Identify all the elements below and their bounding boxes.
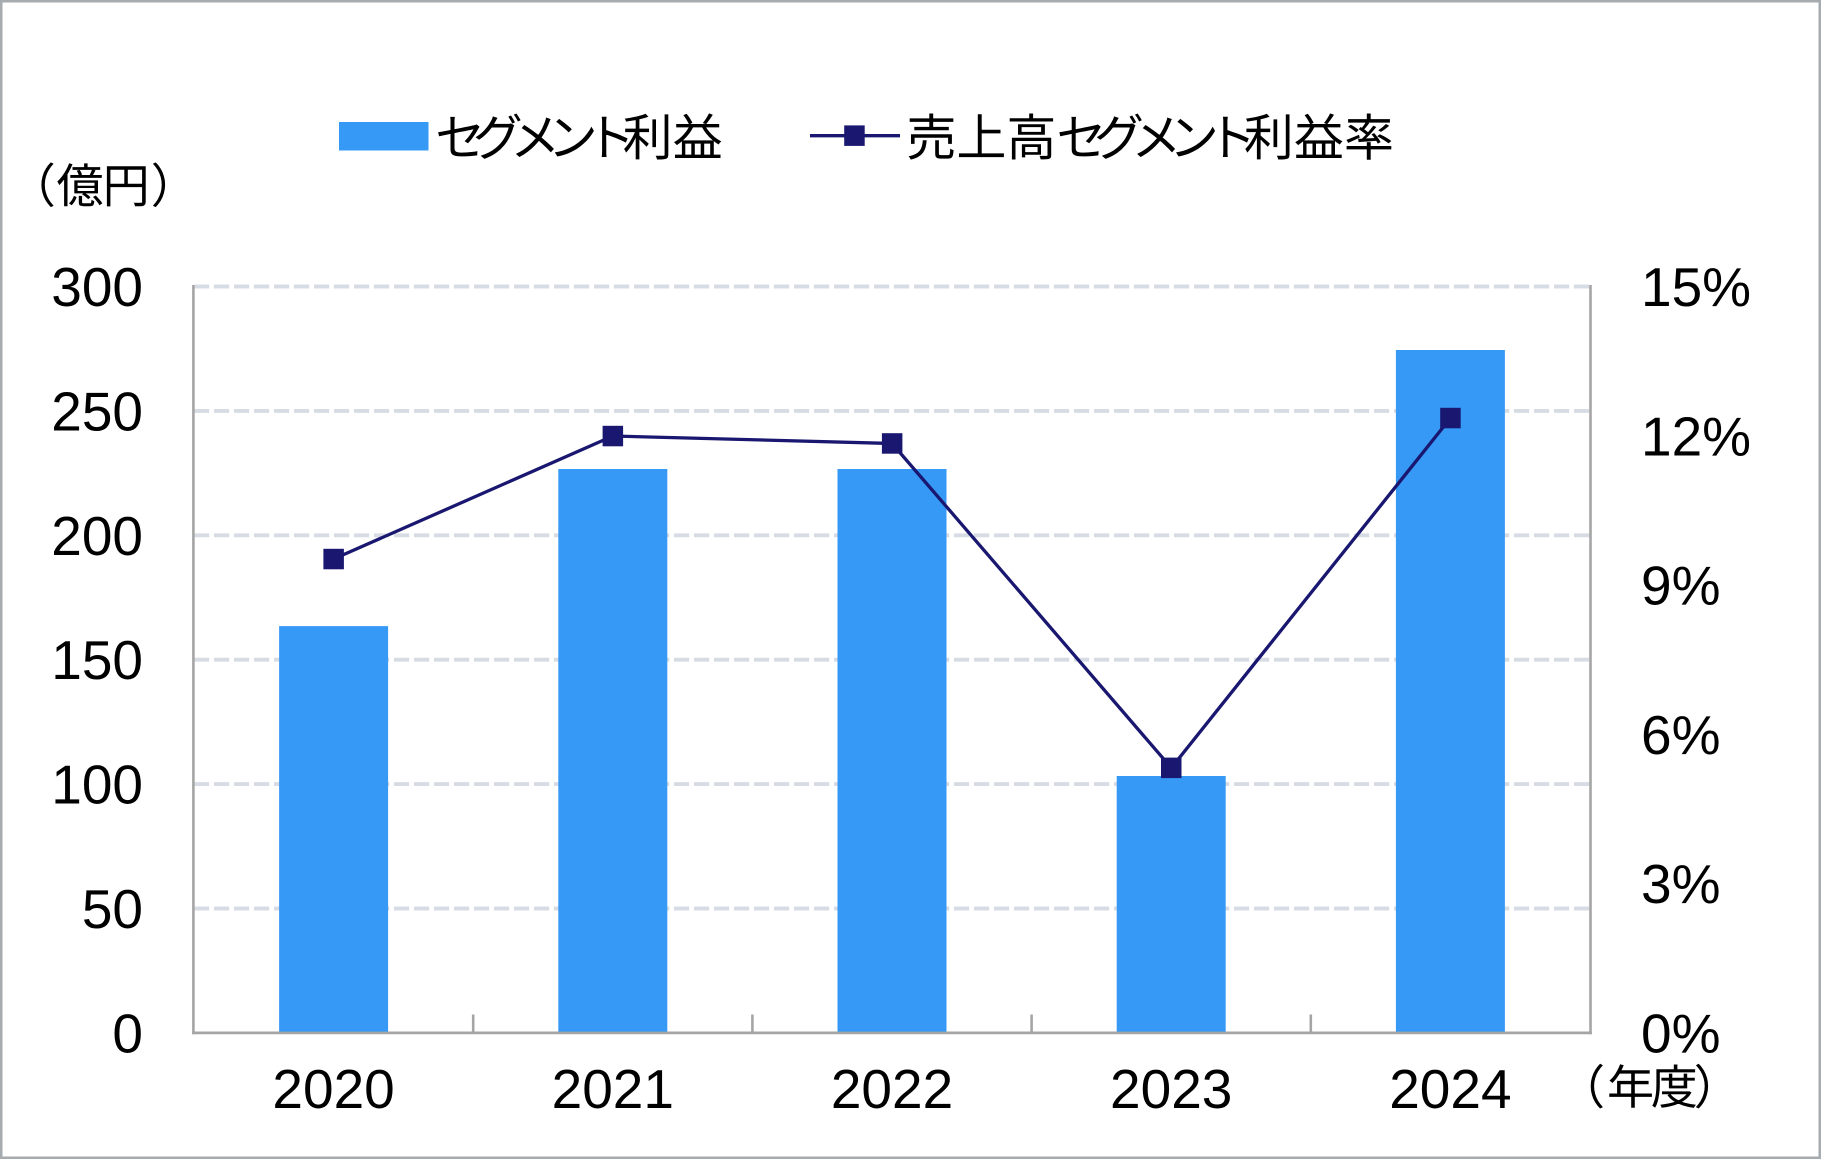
- svg-text:2020: 2020: [272, 1058, 394, 1120]
- svg-text:50: 50: [82, 878, 143, 940]
- svg-text:150: 150: [51, 629, 143, 691]
- svg-text:2022: 2022: [831, 1058, 953, 1120]
- svg-text:12%: 12%: [1641, 405, 1751, 467]
- svg-text:2023: 2023: [1110, 1058, 1232, 1120]
- svg-text:2024: 2024: [1389, 1058, 1511, 1120]
- svg-text:3%: 3%: [1641, 853, 1721, 915]
- svg-text:9%: 9%: [1641, 555, 1721, 617]
- svg-text:300: 300: [51, 256, 143, 318]
- svg-text:0%: 0%: [1641, 1002, 1721, 1064]
- svg-text:15%: 15%: [1641, 256, 1751, 318]
- svg-text:6%: 6%: [1641, 704, 1721, 766]
- svg-text:0: 0: [112, 1002, 143, 1064]
- svg-text:200: 200: [51, 505, 143, 567]
- svg-text:2021: 2021: [552, 1058, 674, 1120]
- svg-text:250: 250: [51, 380, 143, 442]
- svg-text:100: 100: [51, 754, 143, 816]
